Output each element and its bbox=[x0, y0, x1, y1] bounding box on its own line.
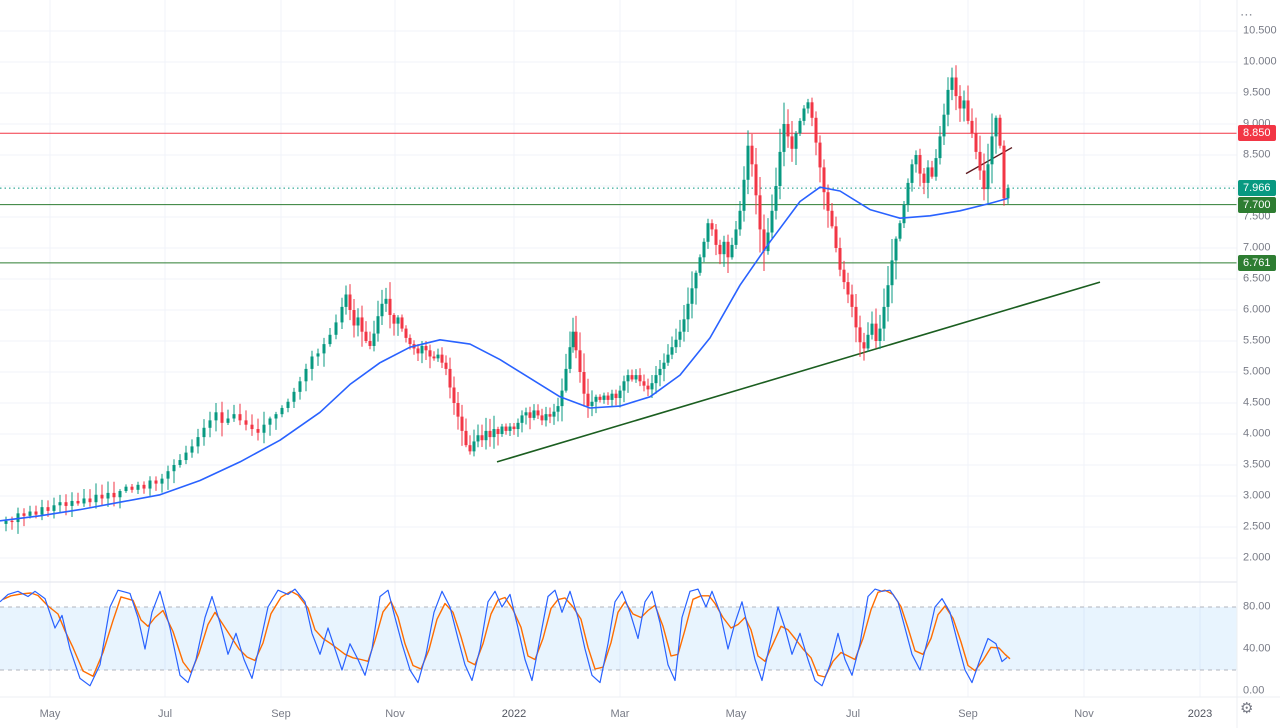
stochastic-tick-label: 80.00 bbox=[1243, 600, 1271, 613]
price-tick-label: 4.500 bbox=[1243, 396, 1271, 409]
price-tick-label: 2.000 bbox=[1243, 551, 1271, 564]
time-tick-label: 2022 bbox=[501, 708, 527, 720]
stochastic-k-line bbox=[0, 588, 1008, 687]
time-tick-label: Sep bbox=[958, 708, 978, 720]
price-tick-label: 8.500 bbox=[1243, 148, 1271, 161]
price-tick-label: 10.000 bbox=[1243, 55, 1277, 68]
price-level-badge: 7.700 bbox=[1238, 196, 1276, 213]
time-tick-label: May bbox=[725, 708, 747, 720]
settings-icon[interactable]: ⚙ bbox=[1240, 700, 1254, 717]
price-tick-label: 2.500 bbox=[1243, 520, 1271, 533]
time-tick-label: 2023 bbox=[1187, 708, 1213, 720]
price-level-badge: 6.761 bbox=[1238, 254, 1276, 271]
time-tick-label: Sep bbox=[271, 708, 291, 720]
price-tick-label: 5.500 bbox=[1243, 334, 1271, 347]
price-tick-label: 6.000 bbox=[1243, 303, 1271, 316]
candles bbox=[4, 65, 1010, 534]
price-tick-label: 4.000 bbox=[1243, 427, 1271, 440]
time-tick-label: Jul bbox=[845, 708, 861, 720]
stochastic-tick-label: 40.00 bbox=[1243, 642, 1271, 655]
price-tick-label: 3.500 bbox=[1243, 458, 1271, 471]
grid-lines bbox=[0, 0, 1237, 697]
stochastic-band bbox=[0, 606, 1237, 671]
moving-average-line bbox=[0, 186, 1009, 522]
stochastic-tick-label: 0.00 bbox=[1243, 684, 1265, 697]
price-level-badge: 8.850 bbox=[1238, 125, 1276, 142]
time-tick-label: Jul bbox=[157, 708, 173, 720]
price-level-badge: 7.966 bbox=[1238, 180, 1276, 197]
price-tick-label: 9.500 bbox=[1243, 86, 1271, 99]
time-tick-label: Nov bbox=[1074, 708, 1094, 720]
time-tick-label: Nov bbox=[385, 708, 405, 720]
price-tick-label: 7.000 bbox=[1243, 241, 1271, 254]
price-tick-label: 10.500 bbox=[1243, 24, 1277, 37]
price-levels bbox=[0, 132, 1237, 264]
time-tick-label: May bbox=[39, 708, 61, 720]
price-tick-label: 9.000 bbox=[1243, 117, 1271, 130]
time-tick-label: Mar bbox=[610, 708, 630, 720]
trendline bbox=[496, 281, 1101, 463]
trendlines[interactable] bbox=[496, 146, 1101, 463]
price-tick-label: 6.500 bbox=[1243, 272, 1271, 285]
price-tick-label: 5.000 bbox=[1243, 365, 1271, 378]
price-tick-label: 3.000 bbox=[1243, 489, 1271, 502]
price-tick-label: 7.500 bbox=[1243, 210, 1271, 223]
more-options-icon[interactable]: ⋯ bbox=[1240, 7, 1254, 22]
